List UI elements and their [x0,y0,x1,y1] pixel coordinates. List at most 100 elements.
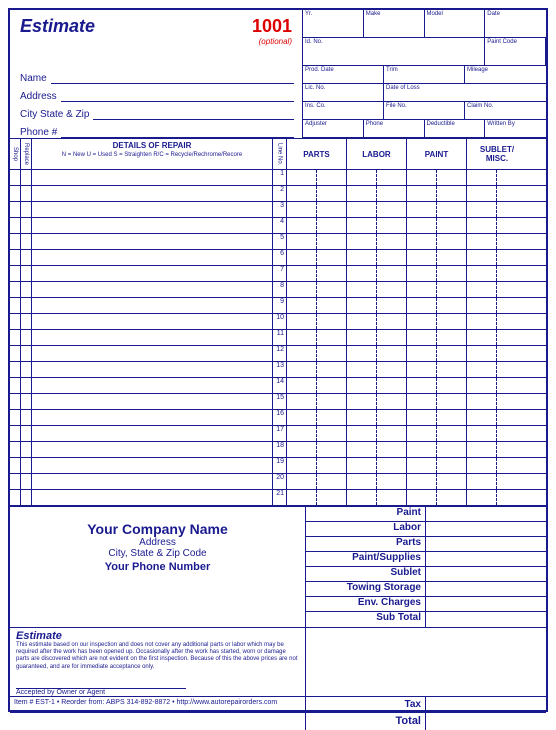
row-labor-a[interactable] [347,458,377,473]
row-shop[interactable] [10,266,21,281]
row-sublet-a[interactable] [467,282,497,297]
row-paint-b[interactable] [437,234,467,249]
row-parts-a[interactable] [287,314,317,329]
row-labor-b[interactable] [377,298,407,313]
val-env[interactable] [426,597,546,611]
field-yr[interactable]: Yr. [303,10,364,38]
row-desc[interactable] [32,314,273,329]
row-sublet-a[interactable] [467,314,497,329]
row-shop[interactable] [10,378,21,393]
row-labor-b[interactable] [377,410,407,425]
row-desc[interactable] [32,394,273,409]
row-sublet-a[interactable] [467,362,497,377]
row-labor-a[interactable] [347,378,377,393]
row-desc[interactable] [32,234,273,249]
row-labor-b[interactable] [377,202,407,217]
row-replace[interactable] [21,202,32,217]
detail-row[interactable]: 16 [10,410,546,426]
field-date-of-loss[interactable]: Date of Loss [384,84,546,102]
row-paint-b[interactable] [437,474,467,489]
row-labor-a[interactable] [347,218,377,233]
detail-row[interactable]: 7 [10,266,546,282]
row-paint-b[interactable] [437,314,467,329]
row-sublet-b[interactable] [497,474,527,489]
row-desc[interactable] [32,378,273,393]
row-parts-a[interactable] [287,490,317,505]
row-parts-a[interactable] [287,202,317,217]
row-parts-b[interactable] [317,362,347,377]
row-paint-b[interactable] [437,218,467,233]
input-phone[interactable] [61,126,294,138]
row-sublet-a[interactable] [467,218,497,233]
row-paint-a[interactable] [407,266,437,281]
row-labor-a[interactable] [347,266,377,281]
row-parts-b[interactable] [317,282,347,297]
row-parts-b[interactable] [317,426,347,441]
row-desc[interactable] [32,458,273,473]
field-phone2[interactable]: Phone [364,120,425,138]
row-paint-b[interactable] [437,346,467,361]
row-labor-a[interactable] [347,234,377,249]
row-paint-b[interactable] [437,378,467,393]
row-paint-b[interactable] [437,442,467,457]
row-sublet-b[interactable] [497,362,527,377]
row-replace[interactable] [21,218,32,233]
row-sublet-b[interactable] [497,170,527,185]
row-paint-b[interactable] [437,410,467,425]
row-sublet-a[interactable] [467,490,497,505]
row-replace[interactable] [21,186,32,201]
field-ins-co[interactable]: Ins. Co. [303,102,384,120]
row-paint-a[interactable] [407,410,437,425]
row-parts-b[interactable] [317,202,347,217]
row-paint-a[interactable] [407,298,437,313]
row-parts-b[interactable] [317,250,347,265]
row-labor-a[interactable] [347,442,377,457]
row-desc[interactable] [32,442,273,457]
row-shop[interactable] [10,314,21,329]
row-replace[interactable] [21,474,32,489]
val-subtotal[interactable] [426,612,546,627]
row-parts-b[interactable] [317,458,347,473]
detail-row[interactable]: 19 [10,458,546,474]
row-sublet-b[interactable] [497,266,527,281]
row-sublet-b[interactable] [497,442,527,457]
field-id-no[interactable]: Id. No. [303,38,485,66]
row-labor-a[interactable] [347,394,377,409]
row-parts-b[interactable] [317,234,347,249]
row-parts-b[interactable] [317,266,347,281]
field-mileage[interactable]: Mileage [465,66,546,84]
row-paint-a[interactable] [407,202,437,217]
row-parts-b[interactable] [317,394,347,409]
row-paint-b[interactable] [437,186,467,201]
row-parts-a[interactable] [287,458,317,473]
field-file-no[interactable]: File No. [384,102,465,120]
row-labor-b[interactable] [377,458,407,473]
field-adjuster[interactable]: Adjuster [303,120,364,138]
detail-row[interactable]: 9 [10,298,546,314]
detail-row[interactable]: 10 [10,314,546,330]
row-paint-b[interactable] [437,362,467,377]
row-labor-b[interactable] [377,346,407,361]
row-desc[interactable] [32,410,273,425]
row-shop[interactable] [10,362,21,377]
row-parts-b[interactable] [317,186,347,201]
field-model[interactable]: Model [425,10,486,38]
row-sublet-a[interactable] [467,266,497,281]
row-replace[interactable] [21,410,32,425]
row-paint-a[interactable] [407,234,437,249]
row-paint-a[interactable] [407,282,437,297]
row-labor-a[interactable] [347,346,377,361]
val-tax[interactable] [426,697,546,712]
row-paint-b[interactable] [437,394,467,409]
row-sublet-b[interactable] [497,410,527,425]
row-paint-b[interactable] [437,202,467,217]
val-sublet[interactable] [426,567,546,581]
row-parts-a[interactable] [287,474,317,489]
row-sublet-b[interactable] [497,426,527,441]
row-parts-b[interactable] [317,170,347,185]
row-sublet-b[interactable] [497,234,527,249]
field-written-by[interactable]: Written By [485,120,546,138]
input-address[interactable] [61,90,294,102]
row-paint-a[interactable] [407,426,437,441]
row-sublet-b[interactable] [497,202,527,217]
